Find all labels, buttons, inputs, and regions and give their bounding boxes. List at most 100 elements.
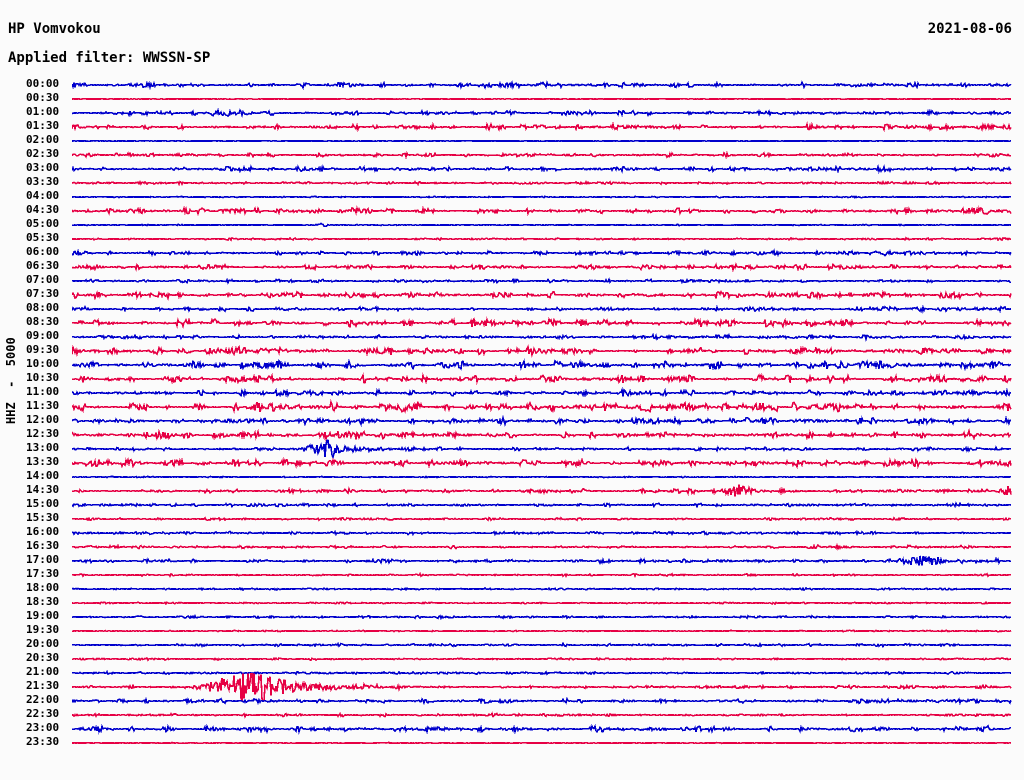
trace-time-label: 19:30: [26, 623, 60, 636]
trace-line: [72, 225, 1012, 253]
trace-time-label: 05:00: [26, 217, 60, 230]
trace-line: [72, 463, 1012, 491]
trace-line: [72, 561, 1012, 589]
trace-time-label: 18:00: [26, 581, 60, 594]
trace-row: 06:00: [0, 246, 1024, 260]
trace-time-label: 20:00: [26, 637, 60, 650]
trace-time-label: 00:30: [26, 91, 60, 104]
trace-line: [72, 309, 1012, 337]
trace-line: [72, 603, 1012, 631]
trace-time-label: 18:30: [26, 595, 60, 608]
trace-row: 18:00: [0, 582, 1024, 596]
trace-time-label: 04:30: [26, 203, 60, 216]
trace-time-label: 19:00: [26, 609, 60, 622]
trace-row: 09:00: [0, 330, 1024, 344]
trace-row: 13:00: [0, 439, 1024, 460]
trace-time-label: 02:00: [26, 133, 60, 146]
trace-line: [72, 239, 1012, 267]
trace-time-label: 22:00: [26, 693, 60, 706]
trace-row: 19:30: [0, 624, 1024, 638]
trace-row: 19:00: [0, 610, 1024, 624]
trace-row: 20:00: [0, 638, 1024, 652]
trace-line: [72, 533, 1012, 561]
trace-row: 14:00: [0, 470, 1024, 484]
trace-row: 13:30: [0, 456, 1024, 470]
trace-line: [72, 85, 1012, 113]
trace-line: [72, 631, 1012, 659]
trace-row: 04:00: [0, 190, 1024, 204]
trace-row: 08:00: [0, 302, 1024, 316]
trace-time-label: 16:00: [26, 525, 60, 538]
trace-time-label: 20:30: [26, 651, 60, 664]
trace-time-label: 17:00: [26, 553, 60, 566]
trace-line: [72, 491, 1012, 519]
trace-line: [72, 337, 1012, 365]
trace-line: [72, 197, 1012, 225]
trace-line: [72, 407, 1012, 435]
trace-line: [72, 141, 1012, 169]
helicorder-plot: 00:00 00:30 01:00 01:30 02:00 02:30 03:00 03:30…: [0, 78, 1024, 776]
trace-time-label: 11:30: [26, 399, 60, 412]
trace-time-label: 00:00: [26, 77, 60, 90]
trace-time-label: 22:30: [26, 707, 60, 720]
trace-line: [72, 435, 1012, 463]
trace-row: 17:00: [0, 554, 1024, 568]
trace-time-label: 10:00: [26, 357, 60, 370]
trace-line: [72, 295, 1012, 323]
trace-row: 09:30: [0, 344, 1024, 358]
trace-line: [72, 99, 1012, 127]
trace-time-label: 21:30: [26, 679, 60, 692]
trace-row: 15:30: [0, 512, 1024, 526]
trace-line: [72, 281, 1012, 309]
trace-time-label: 09:30: [26, 343, 60, 356]
trace-line: [72, 71, 1012, 99]
trace-row: 15:00: [0, 498, 1024, 512]
trace-time-label: 15:00: [26, 497, 60, 510]
trace-row: 01:30: [0, 120, 1024, 134]
trace-row: 14:30: [0, 484, 1024, 498]
trace-row: 18:30: [0, 596, 1024, 610]
trace-time-label: 05:30: [26, 231, 60, 244]
trace-time-label: 01:00: [26, 105, 60, 118]
date-label: 2021-08-06: [927, 21, 1012, 37]
trace-row: 01:00: [0, 106, 1024, 120]
trace-row: 21:00: [0, 666, 1024, 680]
trace-row: 20:30: [0, 652, 1024, 666]
trace-line: [72, 113, 1012, 141]
trace-time-label: 15:30: [26, 511, 60, 524]
trace-time-label: 09:00: [26, 329, 60, 342]
trace-line: [72, 659, 1012, 687]
trace-time-label: 13:00: [26, 441, 60, 454]
trace-line: [72, 519, 1012, 547]
trace-line: [72, 267, 1012, 295]
trace-time-label: 08:30: [26, 315, 60, 328]
trace-time-label: 08:00: [26, 301, 60, 314]
applied-filter-label: Applied filter: WWSSN-SP: [8, 50, 211, 66]
trace-row: 16:30: [0, 540, 1024, 554]
trace-time-label: 06:00: [26, 245, 60, 258]
trace-row: 07:00: [0, 274, 1024, 288]
trace-line: [72, 421, 1012, 449]
trace-time-label: 03:30: [26, 175, 60, 188]
trace-time-label: 23:30: [26, 735, 60, 748]
trace-row: 22:30: [0, 708, 1024, 722]
trace-time-label: 11:00: [26, 385, 60, 398]
trace-time-label: 17:30: [26, 567, 60, 580]
trace-row: 17:30: [0, 568, 1024, 582]
trace-time-label: 03:00: [26, 161, 60, 174]
trace-line: [72, 477, 1012, 505]
trace-row: 12:30: [0, 428, 1024, 442]
trace-line: [72, 323, 1012, 351]
trace-time-label: 10:30: [26, 371, 60, 384]
trace-time-label: 01:30: [26, 119, 60, 132]
trace-time-label: 02:30: [26, 147, 60, 160]
trace-line: [72, 155, 1012, 183]
trace-row: 23:00: [0, 722, 1024, 736]
trace-line: [72, 505, 1012, 533]
trace-time-label: 23:00: [26, 721, 60, 734]
trace-row: 02:00: [0, 134, 1024, 148]
trace-line: [72, 183, 1012, 211]
trace-time-label: 14:30: [26, 483, 60, 496]
trace-line: [72, 211, 1012, 239]
station-name: HP Vomvokou: [8, 21, 101, 37]
